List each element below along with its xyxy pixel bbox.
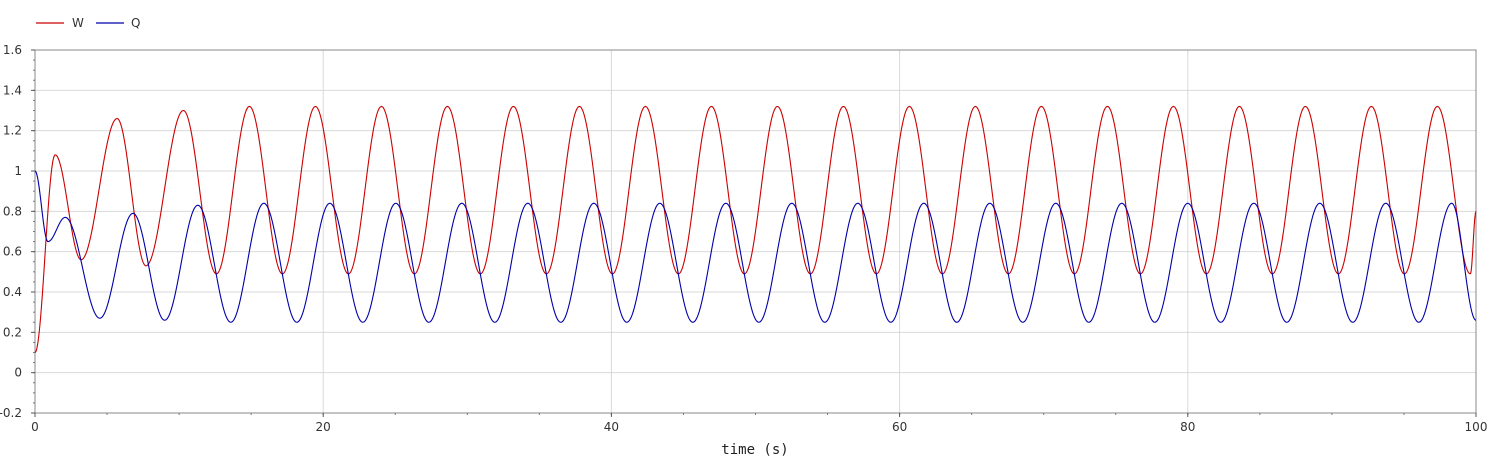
legend-label-w: W: [72, 16, 84, 30]
x-tick-label: 80: [1180, 420, 1195, 434]
y-tick-label: 1.6: [3, 43, 22, 57]
y-tick-label: 0.6: [3, 245, 22, 259]
y-tick-label: 0.8: [3, 204, 22, 218]
x-axis-title: time (s): [721, 442, 788, 458]
y-tick-label: 1.2: [3, 124, 22, 138]
x-axis: 0 20 40 60 80 100: [31, 413, 1487, 434]
x-tick-label: 60: [892, 420, 907, 434]
legend: W Q: [36, 16, 140, 30]
series-line-q: [34, 170, 1477, 323]
y-axis: -0.2 0 0.2 0.4 0.6 0.8 1 1.2 1.4 1.6: [0, 43, 35, 420]
x-tick-label: 20: [316, 420, 331, 434]
y-tick-label: 1: [14, 164, 22, 178]
y-tick-label: 0: [14, 366, 22, 380]
series-line-w: [34, 105, 1477, 353]
x-tick-label: 40: [604, 420, 619, 434]
minor-ticks: [33, 49, 1477, 415]
x-tick-label: 0: [31, 420, 39, 434]
y-tick-label: -0.2: [0, 406, 22, 420]
y-tick-label: 0.4: [3, 285, 22, 299]
legend-label-q: Q: [131, 16, 140, 30]
series-layer: [34, 105, 1477, 353]
y-tick-label: 0.2: [3, 325, 22, 339]
x-tick-label: 100: [1465, 420, 1488, 434]
y-tick-label: 1.4: [3, 83, 22, 97]
